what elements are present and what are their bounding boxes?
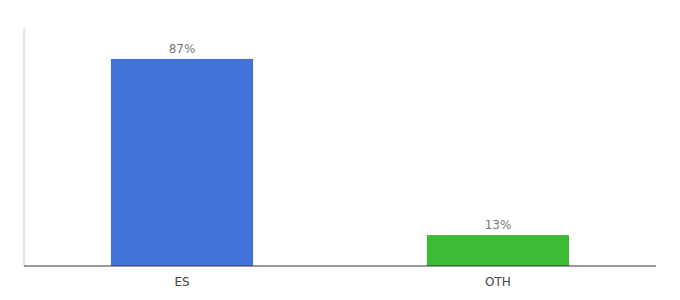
bars — [111, 59, 569, 266]
x-axis-line — [24, 266, 656, 267]
x-tick-label: ES — [174, 275, 189, 289]
data-label: 87% — [169, 42, 196, 56]
chart-container: 87% 13% ES OTH — [0, 0, 680, 300]
bar — [111, 59, 253, 266]
y-axis-line — [24, 28, 25, 266]
data-label: 13% — [485, 218, 512, 232]
chart-svg: 87% 13% ES OTH — [0, 0, 680, 300]
bar — [427, 235, 569, 266]
x-tick-label: OTH — [485, 275, 511, 289]
